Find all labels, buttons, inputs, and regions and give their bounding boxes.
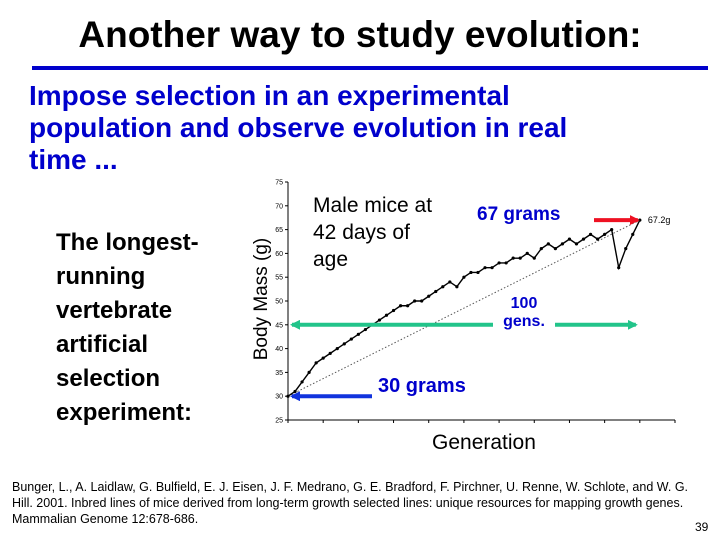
y-axis-label: Body Mass (g) <box>251 237 272 361</box>
title-underline <box>32 66 708 70</box>
citation: Bunger, L., A. Laidlaw, G. Bulfield, E. … <box>12 480 689 526</box>
data-point <box>539 247 543 251</box>
generations-100-label: 100 gens. <box>493 295 555 331</box>
data-point <box>497 261 501 265</box>
y-tick-label: 65 <box>275 227 283 234</box>
data-point <box>525 251 529 255</box>
page-number: 39 <box>695 520 709 534</box>
data-point <box>349 337 353 341</box>
data-point <box>286 394 290 398</box>
y-tick-label: 35 <box>275 370 283 377</box>
data-point <box>300 380 304 384</box>
data-point <box>406 304 410 308</box>
data-point <box>532 256 536 260</box>
side-description: The longest-running vertebrate artificia… <box>56 229 199 426</box>
data-point <box>398 304 403 308</box>
chart-series <box>286 218 642 398</box>
body-mass-chart: 0102030405060708090100110253035404550556… <box>275 180 676 425</box>
data-point <box>596 237 600 241</box>
slide-subtitle: Impose selection in an experimental popu… <box>29 80 568 175</box>
chart-axes: 0102030405060708090100110253035404550556… <box>275 180 676 425</box>
data-point <box>624 247 628 251</box>
data-point <box>377 318 382 322</box>
data-point <box>560 242 565 246</box>
trend-line <box>287 219 641 397</box>
grams-67-label: 67 grams <box>477 204 561 225</box>
data-point <box>581 237 586 241</box>
data-point <box>638 218 642 222</box>
data-point <box>631 232 635 236</box>
data-point <box>617 266 621 270</box>
data-point <box>504 261 508 265</box>
data-point <box>328 351 332 355</box>
data-point <box>321 356 325 360</box>
chart-trend <box>287 219 641 397</box>
data-point <box>384 313 389 317</box>
data-point <box>610 228 614 232</box>
data-point <box>356 332 360 336</box>
data-point <box>314 361 318 365</box>
data-point <box>335 347 339 351</box>
data-point <box>462 275 466 279</box>
y-tick-label: 50 <box>275 299 283 306</box>
x-axis-label: Generation <box>432 431 536 454</box>
male-mice-annotation: Male mice at 42 days of age <box>313 192 438 273</box>
y-tick-label: 45 <box>275 322 283 329</box>
data-point <box>342 342 346 346</box>
y-tick-label: 55 <box>275 275 283 282</box>
data-point <box>455 285 459 289</box>
end-value-label: 67.2g <box>648 215 671 225</box>
grams-30-label: 30 grams <box>378 375 468 398</box>
data-point <box>567 237 572 241</box>
data-point <box>603 232 607 236</box>
y-tick-label: 70 <box>275 203 283 210</box>
data-point <box>363 327 367 332</box>
data-point <box>546 242 550 246</box>
data-point <box>420 299 424 303</box>
data-point <box>574 242 579 246</box>
data-point <box>441 285 445 289</box>
data-point <box>293 389 297 394</box>
data-point <box>391 308 396 313</box>
data-point <box>483 266 487 270</box>
y-tick-label: 30 <box>275 394 283 401</box>
y-tick-label: 75 <box>275 180 283 187</box>
data-point <box>434 289 438 294</box>
data-point <box>469 270 473 275</box>
slide-title: Another way to study evolution: <box>78 14 642 55</box>
data-point <box>448 280 452 284</box>
data-point <box>476 270 480 275</box>
data-point <box>511 256 515 260</box>
data-point <box>413 299 417 303</box>
data-point <box>588 232 593 236</box>
data-point <box>427 294 431 298</box>
y-tick-label: 60 <box>275 251 283 258</box>
data-point <box>307 370 311 374</box>
data-point <box>553 247 557 251</box>
data-point <box>490 266 494 270</box>
y-tick-label: 25 <box>275 418 283 425</box>
data-point <box>518 256 522 260</box>
y-tick-label: 40 <box>275 346 283 353</box>
